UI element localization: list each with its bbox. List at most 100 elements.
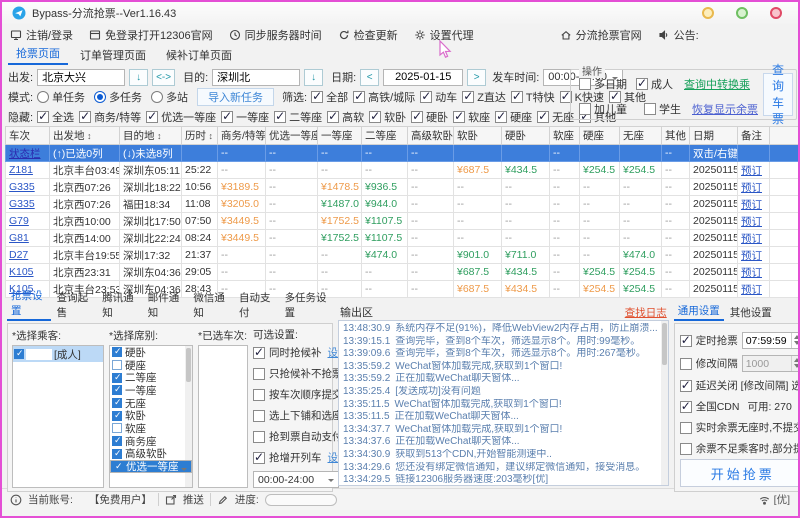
- maximize-button[interactable]: [736, 7, 748, 19]
- hide-checkbox[interactable]: 全选: [37, 109, 74, 125]
- column-header[interactable]: 硬卧: [501, 126, 550, 145]
- book-link[interactable]: 预订: [741, 249, 762, 262]
- column-header[interactable]: 出发地 ↕: [49, 126, 120, 145]
- seat-item[interactable]: 软卧: [110, 409, 192, 422]
- hide-checkbox[interactable]: 软卧: [369, 109, 406, 125]
- scrollbar[interactable]: [660, 321, 668, 485]
- hide-checkbox[interactable]: 硬卧: [411, 109, 448, 125]
- train-link[interactable]: G79: [9, 215, 29, 227]
- option-row[interactable]: 抢到票自动支付: [253, 429, 349, 444]
- hide-checkbox[interactable]: 硬座: [495, 109, 532, 125]
- filter-checkbox[interactable]: 高铁/城际: [353, 89, 415, 105]
- hide-checkbox[interactable]: 高软: [327, 109, 364, 125]
- multi-date-checkbox[interactable]: 多日期: [579, 76, 627, 92]
- hide-checkbox[interactable]: 二等座: [274, 109, 322, 125]
- settings-tab[interactable]: 抢票设置: [7, 288, 51, 321]
- column-header[interactable]: 硬座: [579, 126, 620, 145]
- filter-checkbox[interactable]: 全部: [311, 89, 348, 105]
- sync-server-time-button[interactable]: 同步服务器时间: [229, 27, 322, 43]
- book-link[interactable]: 预订: [741, 181, 762, 194]
- hide-checkbox[interactable]: 一等座: [221, 109, 269, 125]
- seat-item[interactable]: 高级软卧: [110, 448, 192, 460]
- filter-checkbox[interactable]: K快速: [559, 89, 604, 105]
- status-bar-link[interactable]: 状态栏: [9, 147, 41, 160]
- official-site-button[interactable]: 分流抢票官网: [560, 27, 642, 43]
- option-row[interactable]: 选上下铺和选座: [253, 408, 349, 423]
- hide-checkbox[interactable]: 商务/特等: [79, 109, 141, 125]
- mode-multi-radio[interactable]: 多任务: [94, 89, 142, 105]
- mode-multistation-radio[interactable]: 多站: [151, 89, 188, 105]
- set-proxy-button[interactable]: 设置代理: [414, 27, 474, 43]
- column-header[interactable]: 历时 ↕: [181, 126, 218, 145]
- settings-tab[interactable]: 查询起售: [56, 292, 89, 319]
- column-header[interactable]: 高级软卧: [407, 126, 454, 145]
- train-link[interactable]: D27: [9, 249, 29, 261]
- column-header[interactable]: 备注: [737, 126, 770, 145]
- start-grab-button[interactable]: 开始抢票: [679, 459, 798, 487]
- minimize-button[interactable]: [702, 7, 714, 19]
- option-row[interactable]: 只抢候补不抢票: [253, 366, 349, 381]
- delay-close-checkbox[interactable]: [679, 378, 692, 392]
- realtime-no-seat-checkbox[interactable]: [679, 421, 692, 434]
- log-box[interactable]: 13:48:30.9 系统内存不足(91%)，降低WebView2内存占用，防止崩…: [338, 320, 669, 486]
- timed-grab-time-input[interactable]: [741, 332, 798, 349]
- train-link[interactable]: G335: [9, 181, 35, 193]
- column-header[interactable]: 车次: [5, 126, 50, 145]
- logout-login-button[interactable]: 注销/登录: [10, 27, 73, 43]
- book-link[interactable]: 预订: [741, 283, 762, 296]
- tab-grab-ticket[interactable]: 抢票页面: [8, 44, 68, 65]
- timed-grab-checkbox[interactable]: [679, 333, 692, 347]
- push-label[interactable]: 推送: [182, 494, 204, 506]
- check-update-button[interactable]: 检查更新: [338, 27, 398, 43]
- add-child-checkbox[interactable]: 加儿童: [579, 101, 627, 117]
- to-input[interactable]: [212, 68, 301, 86]
- prev-day-button[interactable]: <: [360, 68, 380, 86]
- interval-input[interactable]: [741, 355, 798, 372]
- train-link[interactable]: K105: [9, 266, 34, 278]
- mode-single-radio[interactable]: 单任务: [37, 89, 85, 105]
- import-task-button[interactable]: 导入新任务: [197, 88, 275, 106]
- adult-checkbox[interactable]: 成人: [636, 76, 673, 92]
- column-header[interactable]: 优选一等座: [265, 126, 318, 145]
- seat-item[interactable]: 优选一等座: [110, 460, 192, 473]
- option-row[interactable]: 抢增开列车设置: [253, 450, 349, 465]
- column-header[interactable]: 目的地 ↕: [119, 126, 182, 145]
- book-link[interactable]: 预订: [741, 266, 762, 279]
- settings-tab[interactable]: 邮件通知: [147, 292, 180, 319]
- swap-stations-button[interactable]: <->: [152, 68, 176, 86]
- column-header[interactable]: 软座: [549, 126, 580, 145]
- tab-order-manage[interactable]: 订单管理页面: [80, 50, 146, 62]
- next-day-button[interactable]: >: [467, 68, 487, 86]
- column-header[interactable]: 无座: [619, 126, 662, 145]
- train-link[interactable]: Z181: [9, 164, 33, 176]
- grab-time-range-select[interactable]: 00:00-24:00: [253, 471, 339, 488]
- option-row[interactable]: 同时抢候补设置: [253, 345, 349, 360]
- settings-tab[interactable]: 自动支付: [238, 292, 271, 319]
- column-header[interactable]: 商务/特等: [217, 126, 266, 145]
- settings-tab[interactable]: 腾讯通知: [102, 292, 134, 319]
- filter-checkbox[interactable]: 其他: [609, 89, 646, 105]
- filter-checkbox[interactable]: 动车: [420, 89, 457, 105]
- seat-item[interactable]: 二等座: [110, 371, 192, 384]
- passenger-item[interactable]: [成人]: [13, 346, 103, 362]
- hide-checkbox[interactable]: 软座: [453, 109, 490, 125]
- status-row[interactable]: 状态栏 (↑)已选0列 (↓)未选8列 -- -- -- -- -- -- -- 双击/右键: [5, 144, 798, 162]
- open-12306-button[interactable]: 免登录打开12306官网: [89, 27, 213, 43]
- scrollbar[interactable]: [185, 346, 192, 487]
- to-dropdown-button[interactable]: ↓: [304, 68, 324, 86]
- announcement-item[interactable]: 公告:: [658, 27, 699, 43]
- column-header[interactable]: 软卧: [453, 126, 502, 145]
- passenger-list[interactable]: [成人]: [12, 345, 104, 488]
- settings-tab[interactable]: 微信通知: [193, 292, 225, 319]
- seat-item[interactable]: 硬卧: [110, 346, 192, 359]
- filter-checkbox[interactable]: T特快: [510, 89, 555, 105]
- train-link[interactable]: G81: [9, 232, 29, 244]
- seat-item[interactable]: 无座: [110, 397, 192, 410]
- seat-item[interactable]: 硬座: [110, 359, 192, 372]
- find-log-link[interactable]: 查找日志: [624, 306, 667, 319]
- date-input[interactable]: [383, 68, 464, 86]
- close-button[interactable]: [770, 7, 782, 19]
- cdn-checkbox[interactable]: [679, 399, 692, 413]
- seat-item[interactable]: 一等座: [110, 384, 192, 397]
- column-header[interactable]: 一等座: [317, 126, 362, 145]
